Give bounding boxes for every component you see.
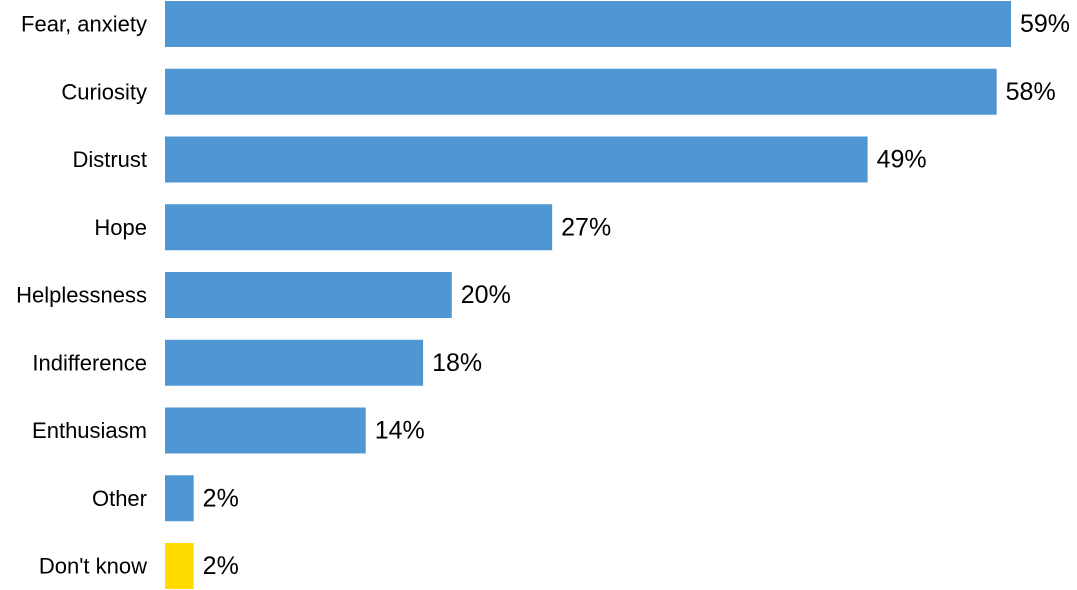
category-label: Indifference bbox=[32, 350, 147, 375]
value-label: 18% bbox=[432, 349, 482, 377]
bar bbox=[165, 204, 553, 251]
bar bbox=[165, 543, 194, 589]
bar bbox=[165, 407, 366, 454]
category-label: Other bbox=[92, 486, 147, 511]
value-label: 2% bbox=[203, 552, 239, 580]
value-label: 59% bbox=[1020, 10, 1070, 38]
bar bbox=[165, 475, 194, 522]
value-label: 58% bbox=[1006, 78, 1056, 106]
bar bbox=[165, 136, 868, 183]
category-label: Helplessness bbox=[16, 283, 147, 308]
category-label: Distrust bbox=[72, 147, 147, 172]
bar bbox=[165, 272, 452, 318]
value-label: 27% bbox=[561, 213, 611, 241]
category-label: Fear, anxiety bbox=[21, 12, 147, 37]
value-label: 2% bbox=[203, 484, 239, 512]
value-label: 20% bbox=[461, 281, 511, 309]
bar bbox=[165, 339, 424, 386]
bar bbox=[165, 1, 1011, 47]
category-label: Hope bbox=[94, 215, 147, 240]
value-label: 14% bbox=[375, 417, 425, 445]
category-label: Enthusiasm bbox=[32, 418, 147, 443]
value-label: 49% bbox=[877, 146, 927, 174]
category-label: Curiosity bbox=[61, 79, 147, 104]
bar bbox=[165, 68, 997, 115]
category-label: Don't know bbox=[39, 554, 147, 579]
